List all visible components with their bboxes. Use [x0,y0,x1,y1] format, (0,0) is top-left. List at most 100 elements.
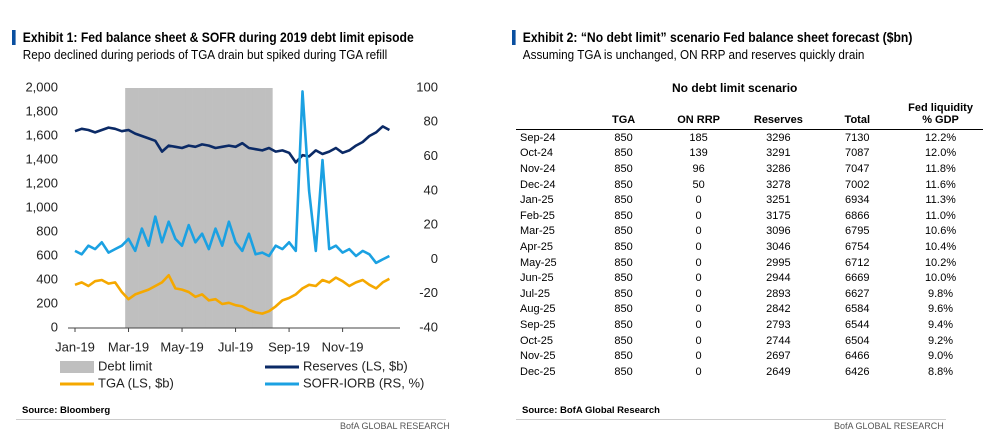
table-cell: 850 [614,194,633,207]
table-cell: 9.2% [928,334,954,347]
table-row: Jun-25 850 0 2944 6669 10.0% [516,270,983,286]
table-cell: 11.0% [925,209,956,222]
table-cell: 7047 [845,162,870,175]
table-row: Sep-24 850 185 3296 7130 12.2% [516,130,983,146]
y2-tick-label: -40 [419,319,438,334]
table-row: Oct-25 850 0 2744 6504 9.2% [516,333,983,349]
table-row: Nov-25 850 0 2697 6466 9.0% [516,348,983,364]
table-row: Aug-25 850 0 2842 6584 9.6% [516,302,983,318]
table-cell: 3175 [766,209,791,222]
table-cell: 139 [689,147,708,160]
table-row: Dec-25 850 0 2649 6426 8.8% [516,364,983,380]
legend-label: Debt limit [98,358,153,373]
debt-limit-area [158,88,166,328]
table-cell: 0 [695,240,702,253]
table-cell: 6426 [845,365,870,378]
table-cell: 0 [695,256,702,269]
table-cell: 3096 [766,225,791,238]
row-label: Dec-25 [520,365,556,378]
table-cell: 850 [614,131,633,144]
y-tick-label: 1,800 [25,103,58,118]
table-cell: 12.2% [924,131,957,144]
header-cell: TGA [590,80,657,130]
table-cell: 3278 [766,178,791,191]
table-cell: 9.8% [928,287,954,300]
series-line [74,90,390,265]
y-tick-label: 1,000 [25,199,58,214]
table-cell: 6795 [845,225,870,238]
y-tick-label: 1,200 [25,175,58,190]
table-cell: 10.6% [924,225,957,238]
y-tick-label: 800 [36,223,58,238]
legend-label: TGA (LS, $b) [98,375,174,390]
table-cell: 0 [695,194,702,207]
row-label: Sep-24 [520,131,556,144]
table-subtitle: Assuming TGA is unchanged, ON RRP and re… [522,47,865,62]
table-row: Mar-25 850 0 3096 6795 10.6% [516,224,983,240]
table-cell: 2697 [766,350,791,363]
chart: 02004006008001,0001,2001,4001,6001,8002,… [25,79,438,390]
x-tick-label: Sep-19 [268,339,310,354]
table-cell: 6627 [845,287,870,300]
table-cell: 850 [614,287,633,300]
chart-title: Exhibit 1: Fed balance sheet & SOFR duri… [12,30,414,45]
row-label: Jul-25 [520,287,550,300]
table-cell: 6866 [845,209,870,222]
row-label: Nov-24 [520,162,556,175]
row-label: Oct-25 [520,334,554,347]
table-row: Jul-25 850 0 2893 6627 9.8% [516,286,983,302]
table-cell: 6504 [845,334,870,347]
debt-limit-area [131,88,139,328]
y-tick-label: 2,000 [25,79,58,94]
source: Source: BofA Global Research [522,405,660,416]
table-cell: 850 [614,303,633,316]
table-cell: 0 [695,303,702,316]
table-cell: 0 [695,350,702,363]
table-cell: 6669 [845,272,870,285]
table-cell: 6712 [845,256,870,269]
debt-limit-area [212,88,220,328]
table-cell: 0 [695,287,702,300]
credit: BofA GLOBAL RESEARCH [834,421,944,431]
table-cell: 6544 [845,318,870,331]
debt-limit-area [252,88,260,328]
table-cell: 10.2% [924,256,957,269]
table-cell: 8.8% [928,365,954,378]
x-tick-label: May-19 [160,339,203,354]
debt-limit-area [145,88,153,328]
table-row: Sep-25 850 0 2793 6544 9.4% [516,317,983,333]
table-cell: 850 [614,318,633,331]
table-cell: 2744 [766,334,791,347]
series-line [74,273,391,315]
table-row: May-25 850 0 2995 6712 10.2% [516,255,983,271]
debt-limit-area [265,88,273,328]
row-label: Nov-25 [520,350,556,363]
y-tick-label: 200 [36,295,58,310]
table-cell: 7087 [845,147,870,160]
table-cell: 12.0% [924,147,957,160]
y-tick-label: 400 [36,271,58,286]
table-cell: 2842 [766,303,791,316]
rule [516,419,946,420]
table-cell: 6466 [845,350,870,363]
table-cell: 11.6% [925,178,956,191]
y2-tick-label: 20 [424,217,438,232]
debt-limit-area [192,88,200,328]
table-cell: 850 [614,272,633,285]
table-cell: 850 [614,365,633,378]
row-label: Jan-25 [520,194,554,207]
exhibit-2: Exhibit 2: “No debt limit” scenario Fed … [512,30,957,62]
debt-limit-area [205,88,213,328]
row-label: Dec-24 [520,178,556,191]
debt-limit-area [172,88,179,328]
table-title: Exhibit 2: “No debt limit” scenario Fed … [512,30,912,45]
debt-limit-area [138,88,146,328]
y-tick-label: 1,600 [25,127,58,142]
table-row: Jan-25 850 0 3251 6934 11.3% [516,192,983,208]
table-cell: 9.6% [928,303,954,316]
row-label: Feb-25 [520,209,555,222]
table-cell: 3296 [766,131,791,144]
debt-limit-area [218,88,226,328]
table-cell: 0 [695,209,702,222]
table-cell: 6754 [845,240,870,253]
